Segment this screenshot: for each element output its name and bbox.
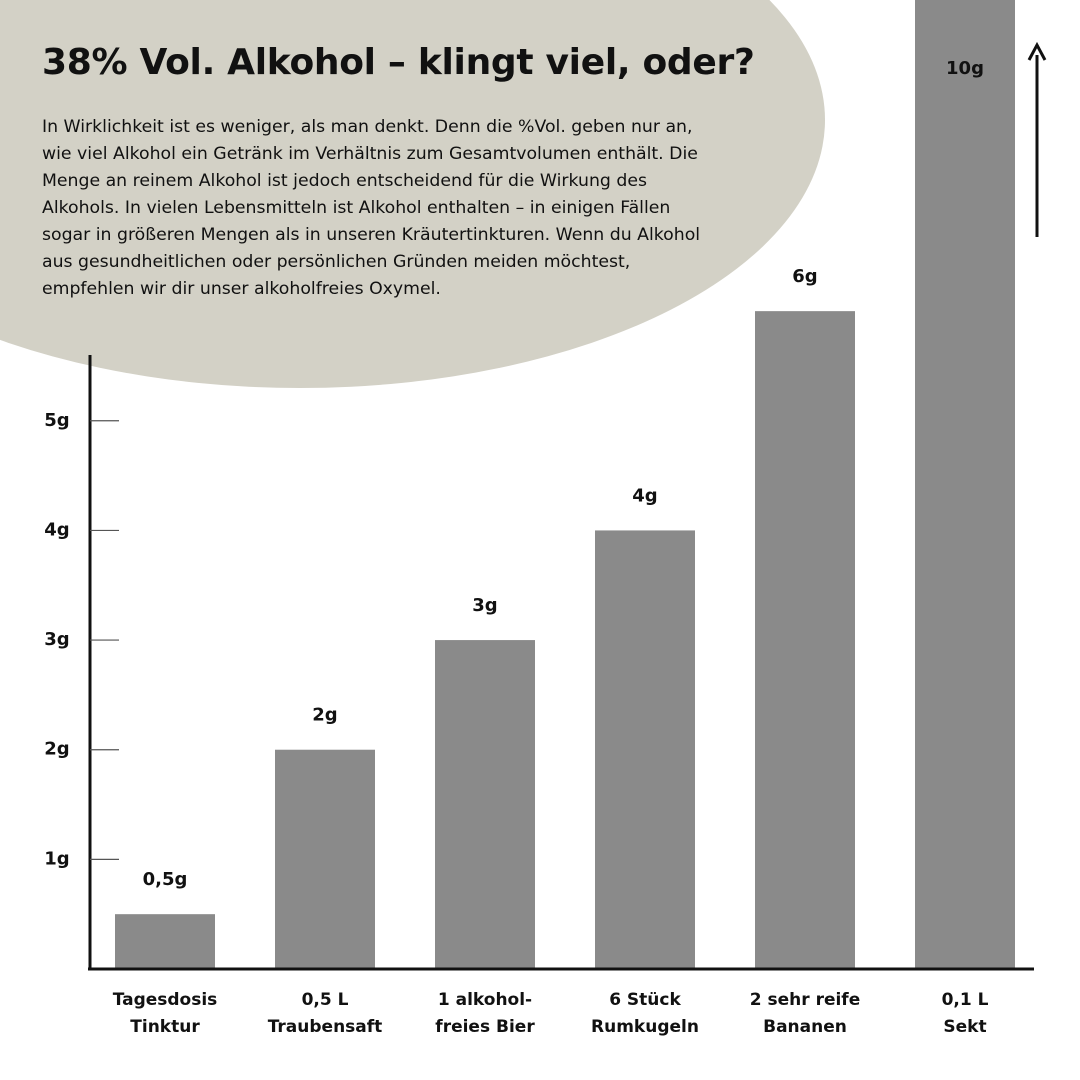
value-label: 6g: [792, 266, 817, 287]
bars: [115, 0, 1015, 970]
arrow-head: [1027, 41, 1047, 61]
x-tick-label: 6 Stück Rumkugeln: [591, 990, 699, 1037]
bar: [435, 640, 535, 969]
y-tick-label: 2g: [44, 739, 69, 760]
value-label: 2g: [312, 705, 337, 726]
x-tick-label: 0,5 L Traubensaft: [267, 990, 383, 1037]
value-label: 0,5g: [143, 869, 188, 890]
title: 38% Vol. Alkohol – klingt viel, oder?: [42, 42, 755, 83]
y-tick-label: 3g: [44, 629, 69, 650]
y-tick-label: 5g: [44, 410, 69, 431]
bar: [915, 0, 1015, 969]
y-tick-label: 1g: [44, 848, 69, 869]
x-tick-label: Tagesdosis Tinktur: [112, 990, 218, 1037]
background-blob: [0, 0, 825, 388]
bar: [755, 311, 855, 970]
bar: [595, 530, 695, 969]
value-label: 10g: [946, 58, 984, 79]
value-label: 3g: [472, 595, 497, 616]
x-tick-label: 1 alkohol- freies Bier: [435, 990, 535, 1037]
description: In Wirklichkeit ist es weniger, als man …: [42, 117, 701, 299]
x-tick-label: 0,1 L Sekt: [941, 990, 989, 1037]
bar: [275, 749, 375, 969]
y-tick-label: 4g: [44, 519, 69, 540]
bar: [115, 914, 215, 969]
x-tick-label: 2 sehr reife Bananen: [749, 990, 861, 1037]
value-label: 4g: [632, 485, 657, 506]
